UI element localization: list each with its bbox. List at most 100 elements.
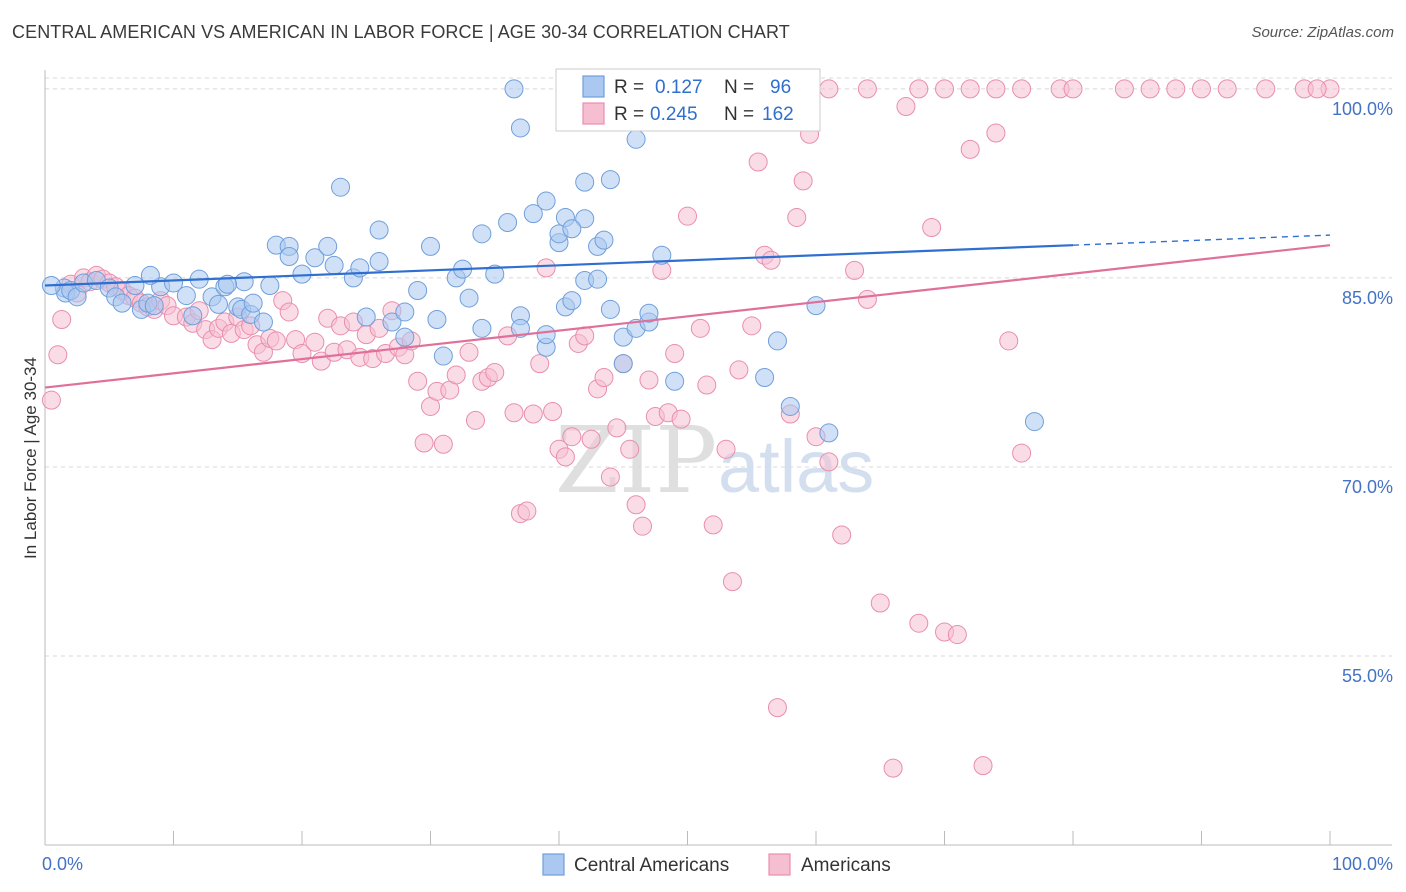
central-american-point [498, 212, 518, 232]
central-american-point [144, 296, 164, 316]
american-point [767, 698, 787, 718]
central-american-point [665, 371, 685, 391]
american-point [748, 152, 768, 172]
legend-swatch-american [582, 102, 605, 125]
american-point [761, 250, 781, 270]
central-american-point [369, 220, 389, 240]
central-american-point [588, 269, 608, 289]
american-point [581, 429, 601, 449]
american-point [678, 206, 697, 226]
central-american-point [382, 312, 402, 332]
central-american-point [510, 118, 530, 138]
american-point [414, 433, 434, 453]
central-american-point [369, 252, 389, 272]
central-american-point [243, 293, 263, 313]
correlation-legend: R = 0.127 N = 96 R = 0.245 N = 162 [555, 68, 821, 132]
american-point [909, 79, 929, 99]
american-point [543, 402, 563, 422]
central-american-point [318, 236, 338, 256]
american-point [575, 326, 595, 346]
central-american-point [260, 275, 280, 295]
american-point [716, 439, 736, 459]
central-american-point [504, 79, 524, 99]
chart-title: CENTRAL AMERICAN VS AMERICAN IN LABOR FO… [12, 22, 790, 42]
american-point [1217, 79, 1237, 99]
x-tick-labels: 0.0% 100.0% [42, 854, 1393, 874]
american-point [742, 316, 762, 336]
american-point [555, 447, 575, 467]
x-tick-label: 0.0% [42, 854, 83, 874]
central-american-point [510, 318, 530, 338]
legend-n-central: 96 [770, 77, 791, 98]
american-point [671, 409, 691, 429]
central-american-point [639, 303, 659, 323]
american-point [857, 289, 877, 309]
central-american-point [427, 310, 447, 330]
american-point [793, 171, 813, 191]
central-american-point [523, 204, 543, 224]
central-american-point [600, 299, 620, 319]
central-american-point [324, 255, 344, 275]
y-tick-label: 85.0% [1342, 288, 1393, 308]
central-american-point [234, 272, 254, 292]
central-american-point [433, 346, 453, 366]
central-american-point [780, 396, 800, 416]
american-point [1307, 79, 1327, 99]
legend-r-label: R = [614, 104, 644, 125]
american-point [1114, 79, 1134, 99]
central-american-point [600, 170, 620, 190]
central-american-point [217, 274, 237, 294]
central-american-point [626, 129, 646, 149]
central-american-point [356, 307, 376, 327]
american-point [787, 207, 807, 227]
central-american-point [575, 172, 595, 192]
central-american-point [613, 354, 633, 374]
american-point [594, 367, 614, 387]
american-point [1166, 79, 1186, 99]
axes [44, 70, 1392, 846]
american-point [819, 79, 839, 99]
american-point [922, 218, 942, 238]
central-american-point [472, 224, 492, 244]
central-trend-line [44, 244, 1074, 287]
american-point [986, 123, 1006, 143]
central-american-point [208, 294, 228, 314]
american-point [960, 139, 980, 159]
central-american-point [140, 265, 160, 285]
series-legend: Central Americans Americans [542, 853, 891, 876]
american-point [947, 625, 967, 645]
y-tick-label: 70.0% [1342, 477, 1393, 497]
american-point [909, 613, 929, 633]
central-american-point [459, 288, 479, 308]
central-american-point [164, 273, 183, 293]
american-point [973, 756, 993, 776]
legend-n-american: 162 [762, 104, 794, 125]
american-point [960, 79, 980, 99]
central-american-point [279, 247, 299, 267]
american-point [665, 344, 685, 364]
american-trend-line [44, 244, 1331, 389]
american-point [485, 362, 505, 382]
american-point [1063, 79, 1083, 99]
american-point [935, 79, 954, 99]
american-point [52, 310, 72, 330]
y-tick-labels: 55.0% 70.0% 85.0% 100.0% [1332, 99, 1393, 686]
legend-n-label: N = [724, 104, 754, 125]
american-point [999, 331, 1019, 351]
legend-swatch-central [582, 75, 605, 98]
american-point [446, 365, 466, 385]
central-american-point [395, 327, 415, 347]
american-point [433, 434, 453, 454]
central-american-point [395, 302, 415, 322]
american-point [620, 439, 640, 459]
y-axis-label: In Labor Force | Age 30-34 [21, 357, 40, 559]
central-american-point [485, 264, 505, 284]
american-point [504, 403, 524, 423]
bottom-legend-american: Americans [801, 855, 891, 876]
american-point [857, 79, 877, 99]
legend-r-american: 0.245 [650, 104, 698, 125]
central-american-point [536, 191, 556, 211]
central-american-point [125, 275, 145, 295]
american-point [639, 370, 659, 390]
